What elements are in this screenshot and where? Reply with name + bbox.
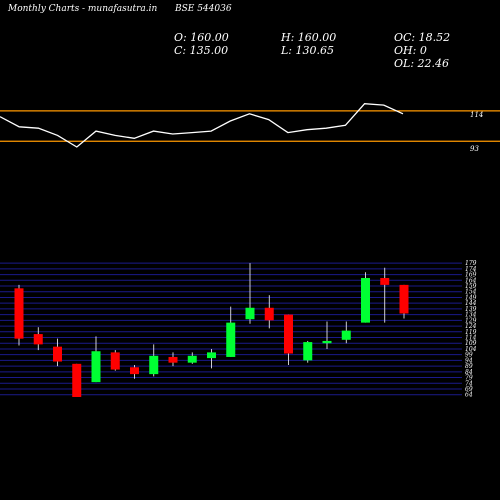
y-tick-label: 84 (465, 369, 473, 376)
y-tick-label: 159 (465, 283, 477, 290)
candle-up (341, 330, 351, 340)
candle-down (380, 278, 390, 285)
y-tick-label: 129 (465, 317, 477, 324)
y-tick-label: 99 (465, 352, 473, 359)
y-tick-label: 109 (465, 340, 477, 347)
y-tick-label: 144 (465, 300, 477, 307)
candle-up (245, 307, 255, 320)
price-axis: 1791741691641591541491441391341291241191… (465, 260, 477, 399)
stock-code: BSE 544036 (175, 4, 232, 14)
y-tick-label: 164 (465, 277, 477, 284)
ohlc-high: H: 160.00 (281, 31, 337, 44)
candle-down (264, 307, 274, 321)
candlestick-series (14, 263, 409, 397)
ohlc-close: C: 135.00 (174, 44, 229, 57)
candle-up (226, 322, 236, 357)
candle-up (149, 355, 159, 375)
candle-up (322, 340, 332, 344)
y-tick-label: 64 (465, 392, 473, 399)
ohlc-low: L: 130.65 (281, 44, 334, 57)
candle-down (399, 284, 409, 314)
y-tick-label: 79 (465, 375, 473, 382)
candle-down (72, 363, 82, 397)
candle-down (33, 334, 43, 345)
indicator-level-label: 114 (470, 111, 483, 119)
candle-up (361, 278, 370, 323)
candle-up (207, 352, 216, 359)
indicator-line (0, 103, 404, 148)
y-tick-label: 119 (465, 329, 477, 336)
y-tick-label: 114 (465, 335, 477, 342)
y-tick-label: 139 (465, 306, 477, 313)
ohlc-open-low-pct: OL: 22.46 (394, 57, 450, 70)
y-tick-label: 174 (465, 266, 477, 273)
y-tick-label: 149 (465, 294, 477, 301)
candle-up (187, 355, 197, 363)
y-tick-label: 94 (465, 357, 473, 364)
chart-period-label: Monthly Charts (8, 4, 80, 14)
site-name: - munafasutra.in (82, 4, 158, 14)
candle-down (14, 288, 24, 339)
y-tick-label: 104 (465, 346, 477, 353)
y-tick-label: 134 (465, 312, 477, 319)
y-tick-label: 89 (465, 363, 473, 370)
candle-down (130, 367, 139, 375)
indicator-level-label: 93 (470, 145, 479, 153)
candle-down (53, 346, 62, 362)
candle-up (91, 351, 101, 383)
y-tick-label: 169 (465, 272, 477, 279)
candle-down (168, 356, 178, 363)
candle-down (284, 314, 293, 354)
y-tick-label: 74 (465, 380, 473, 387)
ohlc-open-close-pct: OC: 18.52 (394, 31, 451, 44)
indicator-panel: 114 93 (0, 103, 500, 153)
ohlc-open: O: 160.00 (174, 31, 229, 44)
y-tick-label: 154 (465, 289, 477, 296)
y-tick-label: 69 (465, 386, 473, 393)
candle-up (303, 342, 313, 361)
candle-down (110, 352, 120, 370)
ohlc-open-high-pct: OH: 0 (394, 44, 427, 57)
y-tick-label: 124 (465, 323, 477, 330)
y-tick-label: 179 (465, 260, 477, 267)
